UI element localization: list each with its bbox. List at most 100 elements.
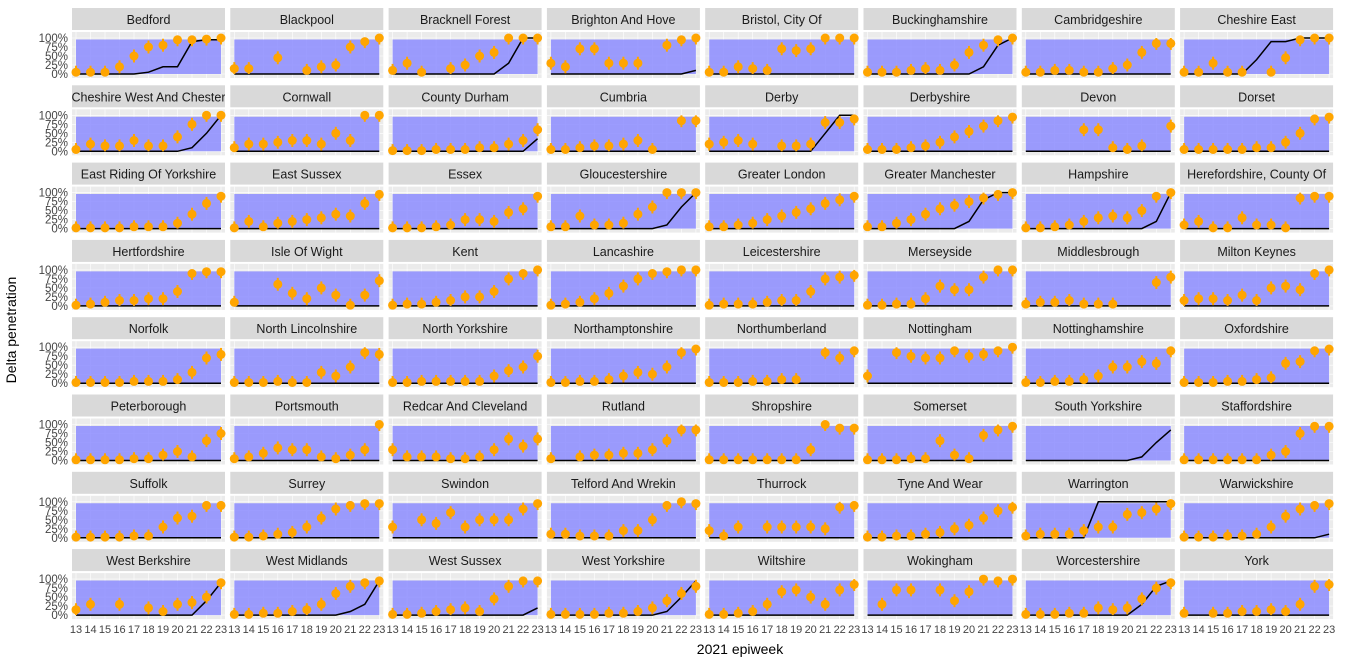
credible-ribbon (1184, 503, 1330, 538)
data-point (187, 35, 197, 45)
data-point (762, 455, 772, 465)
facet-strip (72, 471, 225, 494)
facet-title: South Yorkshire (1055, 400, 1143, 414)
data-point (662, 40, 672, 50)
facet-panel: Hertfordshire 0%25%50%75%100% (39, 239, 226, 313)
data-point (877, 300, 887, 310)
data-point (475, 215, 485, 225)
data-point (791, 207, 801, 217)
data-point (144, 222, 153, 232)
data-point (704, 139, 714, 149)
data-point (1208, 294, 1218, 304)
data-point (331, 504, 341, 514)
data-point (589, 44, 599, 54)
facet-strip (72, 394, 225, 417)
data-point (1093, 371, 1103, 381)
data-point (1151, 38, 1161, 48)
data-point (835, 423, 845, 433)
data-point (1324, 112, 1334, 122)
x-tick-label: 13 (70, 624, 82, 636)
data-point (489, 594, 499, 604)
data-point (100, 223, 110, 233)
data-point (1166, 272, 1176, 282)
data-point (345, 211, 355, 221)
y-tick-label: 100% (39, 420, 68, 432)
credible-ribbon (1184, 425, 1330, 461)
y-tick-label: 100% (39, 497, 68, 509)
facet-strip (546, 239, 700, 262)
x-tick-label: 18 (776, 624, 788, 636)
y-tick-label: 50% (45, 283, 68, 295)
facet-title: Portsmouth (275, 400, 339, 414)
facet-panel: Bracknell Forest (388, 8, 543, 78)
data-point (979, 513, 988, 523)
data-point (187, 119, 197, 129)
data-point (1179, 377, 1189, 387)
credible-ribbon (550, 503, 696, 538)
data-point (762, 599, 772, 609)
facet-title: Kent (452, 245, 478, 259)
data-point (560, 377, 570, 387)
facet-title: Greater Manchester (884, 168, 995, 182)
facet-strip (546, 471, 700, 494)
x-tick-label: 15 (415, 624, 427, 636)
data-point (589, 450, 599, 460)
data-point (229, 532, 239, 542)
facet-title: Worcestershire (1056, 554, 1140, 568)
x-tick-label: 14 (559, 624, 571, 636)
data-point (504, 207, 514, 217)
credible-ribbon (76, 425, 221, 461)
data-point (604, 58, 614, 68)
data-point (935, 436, 945, 446)
credible-ribbon (392, 580, 538, 616)
y-tick-label: 100% (39, 110, 68, 122)
data-point (331, 128, 341, 138)
data-point (388, 609, 398, 619)
credible-ribbon (867, 580, 1013, 616)
data-point (604, 608, 614, 618)
data-point (475, 607, 485, 616)
data-point (748, 64, 758, 74)
data-point (273, 608, 283, 618)
data-point (1021, 299, 1031, 309)
facet-strip (1180, 239, 1334, 262)
data-point (374, 110, 384, 120)
data-point (647, 603, 657, 613)
data-point (1310, 421, 1320, 431)
data-point (704, 455, 714, 465)
data-point (345, 362, 355, 372)
x-tick-label: 13 (228, 624, 240, 636)
facet-panel: Wokingham 13 14 15 16 17 18 19 20 21 22 23 (861, 549, 1019, 636)
x-tick-label: 15 (99, 624, 111, 636)
data-point (704, 300, 714, 310)
facet-strip (705, 471, 859, 494)
data-point (115, 223, 124, 233)
credible-ribbon (1025, 348, 1171, 384)
data-point (431, 518, 441, 528)
data-point (1295, 429, 1305, 438)
data-point (86, 223, 95, 233)
data-point (950, 200, 959, 210)
data-point (748, 376, 758, 386)
data-point (216, 578, 226, 588)
data-point (906, 215, 916, 225)
data-point (331, 589, 341, 598)
x-tick-label: 20 (171, 624, 183, 636)
data-point (158, 522, 168, 532)
credible-ribbon (550, 348, 696, 384)
data-point (1021, 377, 1031, 387)
data-point (388, 300, 398, 310)
data-point (1281, 53, 1291, 63)
facet-strip (1021, 317, 1175, 340)
data-point (849, 423, 859, 433)
y-tick-label: 50% (45, 206, 68, 218)
facet-panel: Kent (388, 239, 543, 310)
facet-title: West Sussex (429, 554, 502, 568)
data-point (1252, 375, 1262, 385)
data-point (575, 609, 585, 619)
data-point (1324, 344, 1334, 354)
data-point (446, 145, 456, 154)
data-point (964, 47, 974, 57)
credible-ribbon (392, 39, 538, 74)
data-point (187, 452, 197, 462)
